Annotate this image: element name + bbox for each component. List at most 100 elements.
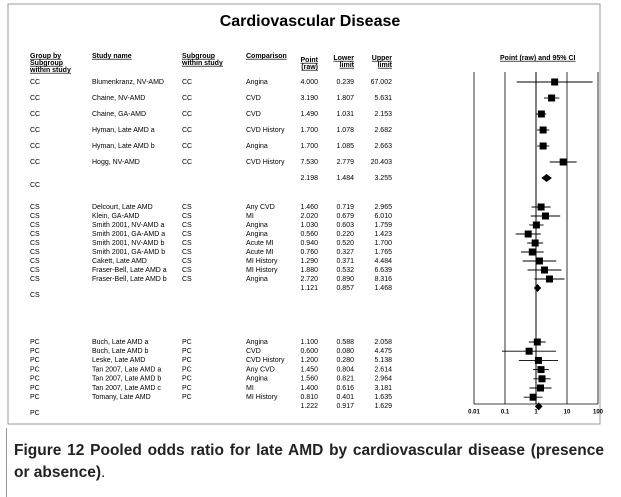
point-square (537, 110, 545, 118)
cell-study: Chaine, GA-AMD (92, 111, 146, 118)
summary-diamond (533, 284, 542, 292)
cell-subgroup: CS (182, 240, 192, 247)
cell-comparison: Angina (246, 222, 268, 229)
cell-subgroup: CS (182, 276, 192, 283)
cell-comparison: Acute MI (246, 240, 274, 247)
cell-upper: 1.635 (374, 394, 392, 401)
cell-study: Hogg, NV-AMD (92, 159, 140, 166)
cell-point: 0.940 (300, 240, 318, 247)
cell-group: CS (30, 231, 40, 238)
cell-group: CS (30, 292, 40, 299)
cell-study: Smith 2001, NV-AMD a (92, 222, 164, 229)
cell-point: 1.121 (300, 285, 318, 292)
cell-comparison: MI History (246, 394, 278, 401)
cell-point: 0.810 (300, 394, 318, 401)
cell-lower: 0.719 (336, 204, 354, 211)
cell-upper: 5.138 (374, 357, 392, 364)
caption-label: Figure 12 (14, 442, 85, 459)
cell-study: Tan 2007, Late AMD b (92, 376, 161, 383)
cell-group: PC (30, 357, 40, 364)
cell-point: 1.222 (300, 403, 318, 410)
cell-point: 1.100 (300, 339, 318, 346)
cell-lower: 0.371 (336, 258, 354, 265)
cell-subgroup: PC (182, 376, 192, 383)
cell-lower: 0.080 (336, 348, 354, 355)
cell-subgroup: CS (182, 213, 192, 220)
cell-group: PC (30, 366, 40, 373)
cell-comparison: CVD History (246, 357, 285, 364)
cell-study: Hyman, Late AMD b (92, 143, 155, 150)
point-square (539, 142, 547, 150)
cell-point: 1.880 (300, 267, 318, 274)
cell-group: CS (30, 267, 40, 274)
cell-point: 1.400 (300, 385, 318, 392)
column-header: Comparison (246, 53, 287, 60)
cell-upper: 2.682 (374, 127, 392, 134)
point-square (528, 248, 536, 256)
figure-title: Cardiovascular Disease (220, 13, 401, 30)
cell-upper: 2.614 (374, 366, 392, 373)
cell-lower: 0.679 (336, 213, 354, 220)
x-tick-label: 0.01 (468, 410, 480, 416)
cell-comparison: Angina (246, 143, 268, 150)
cell-subgroup: PC (182, 385, 192, 392)
cell-lower: 1.031 (336, 111, 354, 118)
cell-upper: 5.631 (374, 95, 392, 102)
cell-upper: 20.403 (371, 159, 393, 166)
cell-comparison: CVD History (246, 127, 285, 134)
cell-point: 1.290 (300, 258, 318, 265)
column-header: within study (181, 60, 223, 67)
cell-study: Fraser-Bell, Late AMD a (92, 267, 167, 274)
cell-upper: 1.629 (374, 403, 392, 410)
cell-lower: 0.603 (336, 222, 354, 229)
cell-comparison: CVD History (246, 159, 285, 166)
cell-subgroup: CS (182, 249, 192, 256)
cell-upper: 8.316 (374, 276, 392, 283)
cell-point: 1.700 (300, 127, 318, 134)
cell-lower: 1.484 (336, 175, 354, 182)
cell-comparison: Angina (246, 79, 268, 86)
cell-lower: 1.807 (336, 95, 354, 102)
column-header: limit (378, 62, 393, 69)
cell-study: Chaine, NV-AMD (92, 95, 145, 102)
cell-comparison: Acute MI (246, 249, 274, 256)
column-header: Point (301, 57, 319, 64)
cell-study: Tomany, Late AMD (92, 394, 151, 401)
cell-lower: 0.821 (336, 376, 354, 383)
cell-comparison: MI (246, 213, 254, 220)
cell-upper: 6.639 (374, 267, 392, 274)
x-tick-label: 0.1 (501, 410, 510, 416)
cell-study: Cakett, Late AMD (92, 258, 147, 265)
cell-subgroup: CC (182, 143, 192, 150)
cell-lower: 0.857 (336, 285, 354, 292)
point-square (535, 257, 543, 265)
point-square (538, 375, 546, 383)
cell-group: CS (30, 258, 40, 265)
cell-lower: 0.890 (336, 276, 354, 283)
point-square (551, 78, 559, 86)
cell-upper: 4.475 (374, 348, 392, 355)
x-tick-label: 10 (564, 410, 571, 416)
cell-study: Buch, Late AMD b (92, 348, 149, 355)
cell-comparison: MI History (246, 267, 278, 274)
cell-group: CC (30, 79, 40, 86)
point-square (537, 366, 545, 374)
cell-group: CC (30, 95, 40, 102)
cell-upper: 2.965 (374, 204, 392, 211)
point-square (533, 338, 541, 346)
cell-group: CC (30, 111, 40, 118)
cell-subgroup: CC (182, 95, 192, 102)
cell-lower: 2.779 (336, 159, 354, 166)
cell-group: PC (30, 410, 40, 417)
column-header: Subgroup (30, 60, 63, 67)
point-square (531, 239, 539, 247)
cell-subgroup: CC (182, 79, 192, 86)
cell-lower: 0.917 (336, 403, 354, 410)
cell-group: CS (30, 249, 40, 256)
cell-study: Fraser-Bell, Late AMD b (92, 276, 167, 283)
cell-comparison: Any CVD (246, 366, 275, 373)
cell-group: PC (30, 394, 40, 401)
cell-subgroup: CS (182, 222, 192, 229)
cell-point: 1.030 (300, 222, 318, 229)
